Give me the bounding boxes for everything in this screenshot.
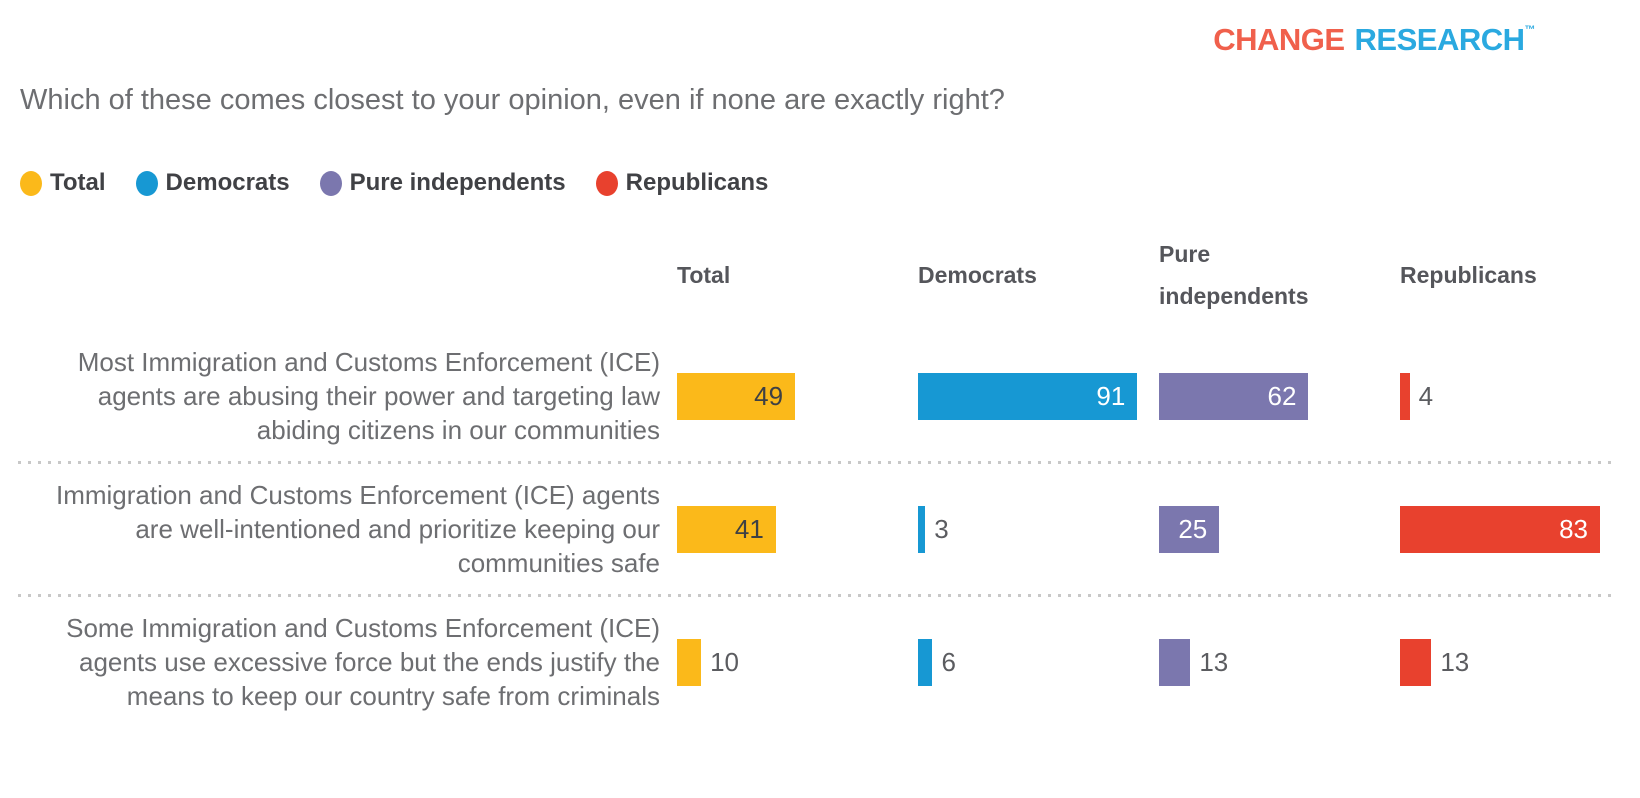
bar-republicans: 83 — [1400, 505, 1601, 553]
bar-republicans — [1400, 638, 1432, 686]
column-header-cell-democrats: Democrats — [918, 233, 1159, 317]
bar-republicans — [1400, 372, 1410, 420]
bar-value: 10 — [710, 646, 740, 677]
legend-item-democrats: Democrats — [135, 169, 290, 197]
legend-label: Total — [50, 169, 106, 196]
bar-total: 41 — [677, 505, 776, 553]
bar-democrats: 91 — [918, 372, 1138, 420]
bar-value: 3 — [934, 513, 949, 544]
column-header: Total — [677, 262, 731, 288]
column-header-cell-total: Total — [677, 233, 918, 317]
logo-word-research: RESEARCH — [1354, 22, 1525, 57]
bar-democrats — [918, 638, 933, 686]
statement-cell: Immigration and Customs Enforcement (ICE… — [30, 478, 660, 580]
bar-value: 6 — [941, 646, 956, 677]
column-header: Democrats — [918, 262, 1037, 288]
change-research-logo: CHANGE RESEARCH™ — [1213, 22, 1535, 57]
chart-row: Some Immigration and Customs Enforcement… — [30, 597, 1640, 727]
legend-item-republicans: Republicans — [595, 169, 769, 197]
bar-cell-total: 41 — [677, 478, 918, 580]
column-header-cell-pure-independents: Pure independents — [1159, 233, 1400, 317]
legend-label: Democrats — [165, 169, 290, 196]
bar-value: 49 — [754, 380, 784, 411]
bar-cell-democrats: 91 — [918, 345, 1159, 447]
legend-dot-icon — [135, 170, 158, 196]
legend-dot-icon — [595, 170, 618, 196]
bar-cell-democrats: 3 — [918, 478, 1159, 580]
bar-chart: Total Democrats Pure independents Republica… — [0, 233, 1640, 727]
bar-value: 83 — [1559, 513, 1589, 544]
bar-cell-pure-independents: 62 — [1159, 345, 1400, 447]
bar-democrats — [918, 505, 926, 553]
bar-cell-total: 49 — [677, 345, 918, 447]
bar-cell-republicans: 13 — [1400, 611, 1640, 713]
bar-cell-republicans: 83 — [1400, 478, 1640, 580]
logo-row: CHANGE RESEARCH™ — [0, 0, 1640, 58]
legend-dot-icon — [319, 170, 342, 196]
bar-cell-pure-independents: 13 — [1159, 611, 1400, 713]
bar-cell-total: 10 — [677, 611, 918, 713]
statement-label: Immigration and Customs Enforcement (ICE… — [55, 480, 660, 578]
bar-pure-independents: 62 — [1159, 372, 1309, 420]
bar-value: 25 — [1178, 513, 1208, 544]
bar-cell-republicans: 4 — [1400, 345, 1640, 447]
chart-legend: Total Democrats Pure independents Republica… — [20, 169, 1640, 197]
bar-cell-democrats: 6 — [918, 611, 1159, 713]
row-separator — [18, 461, 1618, 464]
row-separator — [18, 594, 1618, 597]
page-title: Which of these comes closest to your opi… — [20, 84, 1005, 116]
legend-label: Pure independents — [349, 169, 566, 196]
bar-value: 91 — [1096, 380, 1126, 411]
statement-label: Some Immigration and Customs Enforcement… — [66, 613, 660, 711]
legend-item-pure-independents: Pure independents — [319, 169, 566, 197]
bar-value: 4 — [1418, 380, 1434, 411]
legend-item-total: Total — [20, 169, 106, 197]
bar-value: 13 — [1440, 646, 1470, 677]
column-header-row: Total Democrats Pure independents Republica… — [30, 233, 1640, 331]
statement-cell: Most Immigration and Customs Enforcement… — [30, 345, 660, 447]
bar-value: 62 — [1267, 380, 1297, 411]
bar-total — [677, 638, 702, 686]
bar-pure-independents — [1159, 638, 1191, 686]
legend-dot-icon — [20, 170, 42, 196]
chart-row: Most Immigration and Customs Enforcement… — [30, 331, 1640, 461]
chart-row: Immigration and Customs Enforcement (ICE… — [30, 464, 1640, 594]
bar-cell-pure-independents: 25 — [1159, 478, 1400, 580]
statement-cell: Some Immigration and Customs Enforcement… — [30, 611, 660, 713]
column-header-cell-republicans: Republicans — [1400, 233, 1640, 317]
bar-pure-independents: 25 — [1159, 505, 1220, 553]
bar-total: 49 — [677, 372, 796, 420]
column-header: Republicans — [1400, 262, 1537, 288]
statement-label: Most Immigration and Customs Enforcement… — [77, 347, 660, 445]
legend-label: Republicans — [625, 169, 769, 196]
bar-value: 41 — [734, 513, 764, 544]
column-header: Pure independents — [1159, 241, 1309, 309]
logo-word-change: CHANGE — [1213, 22, 1345, 57]
bar-value: 13 — [1199, 646, 1229, 677]
trademark-symbol: ™ — [1524, 24, 1536, 36]
